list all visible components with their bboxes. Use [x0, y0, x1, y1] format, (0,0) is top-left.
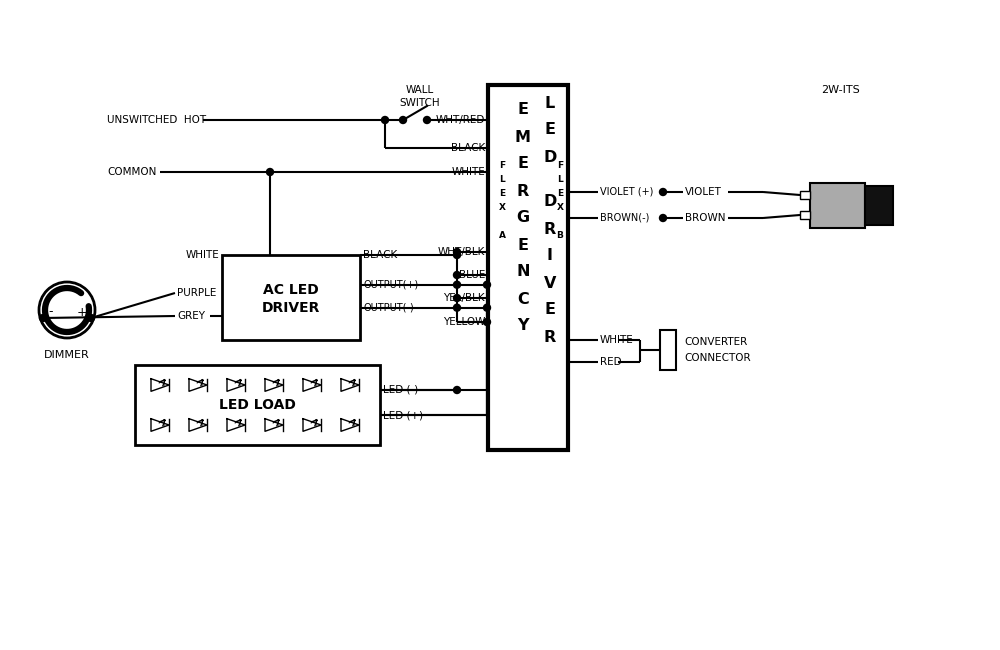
Text: COMMON: COMMON: [107, 167, 156, 177]
FancyBboxPatch shape: [800, 191, 810, 199]
Text: BLUE: BLUE: [459, 270, 485, 280]
Circle shape: [266, 168, 274, 176]
Text: LED (+): LED (+): [383, 410, 423, 420]
Circle shape: [454, 272, 460, 278]
Text: B: B: [557, 231, 563, 239]
Text: R: R: [517, 183, 529, 198]
Text: G: G: [516, 211, 530, 226]
Text: BROWN: BROWN: [685, 213, 726, 223]
Text: CONNECTOR: CONNECTOR: [684, 353, 751, 363]
Text: LED (-): LED (-): [383, 385, 418, 395]
Text: +: +: [77, 306, 87, 318]
Text: WHITE: WHITE: [185, 250, 219, 260]
Text: YEL/BLK: YEL/BLK: [443, 293, 485, 303]
Circle shape: [454, 304, 460, 311]
Circle shape: [484, 318, 490, 326]
Text: VIOLET: VIOLET: [685, 187, 722, 197]
Text: AC LED: AC LED: [263, 283, 319, 296]
Text: E: E: [499, 188, 505, 198]
FancyBboxPatch shape: [488, 85, 568, 450]
Text: VIOLET (+): VIOLET (+): [600, 187, 653, 197]
Circle shape: [400, 116, 406, 124]
Text: GREY: GREY: [177, 311, 205, 321]
Text: C: C: [517, 291, 529, 307]
Text: R: R: [544, 330, 556, 344]
Circle shape: [454, 294, 460, 302]
Text: CONVERTER: CONVERTER: [684, 337, 747, 347]
Text: E: E: [518, 237, 528, 252]
Circle shape: [484, 281, 490, 288]
FancyBboxPatch shape: [660, 330, 676, 370]
Text: BLACK: BLACK: [451, 143, 485, 153]
Text: PURPLE: PURPLE: [177, 288, 216, 298]
FancyBboxPatch shape: [135, 365, 380, 445]
Circle shape: [454, 281, 460, 288]
Text: X: X: [498, 203, 506, 211]
Text: WHT/RED: WHT/RED: [436, 115, 485, 125]
Text: WHT/BLK: WHT/BLK: [438, 247, 485, 257]
Text: BROWN(-): BROWN(-): [600, 213, 649, 223]
Text: DIMMER: DIMMER: [44, 350, 90, 360]
Text: R: R: [544, 222, 556, 237]
FancyBboxPatch shape: [222, 255, 360, 340]
Circle shape: [424, 116, 430, 124]
Circle shape: [660, 214, 666, 222]
Text: OUTPUT(+): OUTPUT(+): [363, 280, 418, 290]
Text: WALL: WALL: [406, 85, 434, 95]
Text: UNSWITCHED  HOT: UNSWITCHED HOT: [107, 115, 206, 125]
Text: E: E: [518, 157, 528, 172]
Circle shape: [382, 116, 388, 124]
Text: D: D: [543, 194, 557, 209]
Circle shape: [660, 188, 666, 196]
Text: WHITE: WHITE: [451, 167, 485, 177]
FancyBboxPatch shape: [865, 186, 893, 225]
Text: E: E: [544, 302, 556, 317]
Text: D: D: [543, 150, 557, 164]
Text: L: L: [557, 174, 563, 183]
Text: -: -: [49, 306, 53, 318]
Text: F: F: [499, 161, 505, 170]
Circle shape: [484, 304, 490, 311]
Text: 2W-ITS: 2W-ITS: [821, 85, 859, 95]
Text: SWITCH: SWITCH: [400, 98, 440, 108]
Text: E: E: [518, 103, 528, 118]
Text: Y: Y: [517, 318, 529, 333]
Circle shape: [454, 252, 460, 259]
Text: X: X: [556, 203, 564, 211]
Text: L: L: [499, 174, 505, 183]
Text: RED: RED: [600, 357, 622, 367]
FancyBboxPatch shape: [800, 211, 810, 219]
Circle shape: [88, 315, 94, 322]
Text: V: V: [544, 276, 556, 291]
Text: M: M: [515, 129, 531, 144]
Text: YELLOW: YELLOW: [443, 317, 485, 327]
Text: A: A: [498, 231, 506, 239]
Text: WHITE: WHITE: [600, 335, 634, 345]
Text: E: E: [557, 188, 563, 198]
Circle shape: [40, 315, 46, 322]
FancyBboxPatch shape: [810, 183, 865, 228]
Text: I: I: [547, 248, 553, 263]
Circle shape: [454, 387, 460, 393]
Text: OUTPUT(-): OUTPUT(-): [363, 303, 414, 313]
Text: L: L: [545, 96, 555, 111]
Text: BLACK: BLACK: [363, 250, 397, 260]
Text: N: N: [516, 265, 530, 279]
Circle shape: [454, 248, 460, 255]
Text: DRIVER: DRIVER: [262, 300, 320, 315]
Text: E: E: [544, 122, 556, 138]
Text: F: F: [557, 161, 563, 170]
Text: LED LOAD: LED LOAD: [219, 398, 296, 412]
